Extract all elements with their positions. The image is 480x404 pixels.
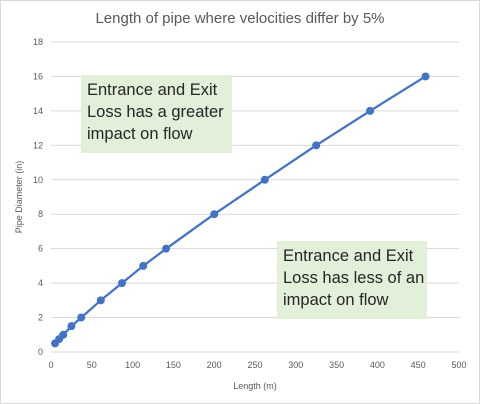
x-tick-label: 50: [87, 360, 97, 370]
data-point: [210, 210, 219, 219]
x-tick-label: 100: [125, 360, 140, 370]
x-tick-label: 300: [288, 360, 303, 370]
annotation-background: [277, 241, 427, 319]
annotation-text-line: Entrance and Exit: [283, 247, 414, 265]
data-point: [366, 106, 375, 115]
annotation-text-line: Entrance and Exit: [87, 81, 218, 99]
annotation-text-line: impact on flow: [283, 291, 389, 309]
data-point: [312, 141, 321, 150]
y-tick-label: 18: [33, 37, 43, 47]
data-point: [421, 72, 430, 81]
chart-title: Length of pipe where velocities differ b…: [95, 10, 384, 27]
y-tick-label: 0: [38, 347, 43, 357]
data-point: [67, 322, 76, 331]
x-tick-label: 500: [451, 360, 466, 370]
annotation-text-line: Loss has a greater: [87, 103, 224, 121]
annotation-box: Entrance and Exit Loss has a greater impac…: [81, 75, 232, 153]
data-point: [96, 296, 105, 305]
series-layer: [51, 72, 430, 348]
y-tick-label: 10: [33, 175, 43, 185]
x-tick-label: 250: [247, 360, 262, 370]
y-axis-label: Pipe Diameter (in): [14, 161, 24, 234]
data-point: [117, 279, 126, 288]
y-tick-label: 8: [38, 209, 43, 219]
data-point: [260, 175, 269, 184]
y-tick-label: 4: [38, 278, 43, 288]
annotation-text-line: impact on flow: [87, 125, 193, 143]
data-point: [162, 244, 171, 253]
annotation-background: [81, 75, 232, 153]
y-tick-label: 14: [33, 106, 43, 116]
data-point: [77, 313, 86, 322]
y-tick-label: 12: [33, 140, 43, 150]
tick-labels: 0 2 4 6 8 10 12 14 16 18 0 50 100 150 200 250 300 350 400 4…: [33, 37, 467, 370]
data-point: [139, 261, 148, 270]
x-tick-label: 0: [48, 360, 53, 370]
y-tick-label: 16: [33, 71, 43, 81]
x-axis-label: Length (m): [233, 381, 277, 391]
annotation-box: Entrance and Exit Loss has less of an impa…: [277, 241, 427, 319]
x-tick-label: 150: [166, 360, 181, 370]
x-tick-label: 400: [370, 360, 385, 370]
data-point: [59, 330, 68, 339]
x-tick-label: 450: [411, 360, 426, 370]
annotation-text-line: Loss has less of an: [283, 269, 424, 287]
annotation-layer: Entrance and Exit Loss has a greater impac…: [81, 75, 427, 319]
x-tick-label: 200: [207, 360, 222, 370]
y-tick-label: 2: [38, 313, 43, 323]
y-tick-label: 6: [38, 244, 43, 254]
x-tick-label: 350: [329, 360, 344, 370]
